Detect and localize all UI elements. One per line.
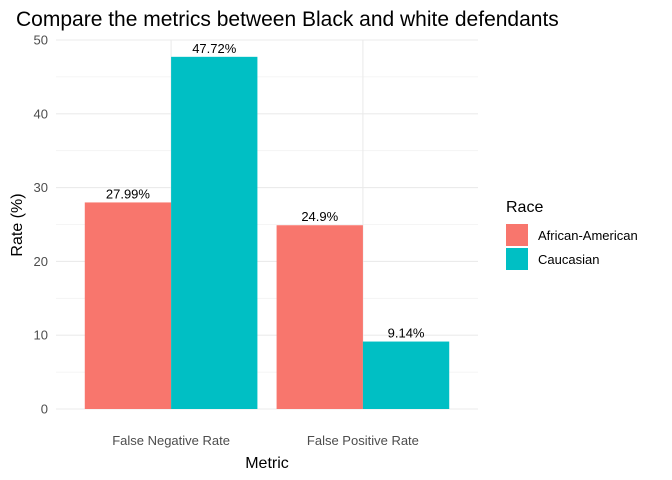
data-label: 9.14% — [388, 326, 425, 341]
legend: Race African-American Caucasian — [506, 199, 638, 270]
y-tick-label: 30 — [34, 180, 48, 195]
legend-label: Caucasian — [538, 252, 599, 267]
x-tick-label: False Negative Rate — [112, 433, 230, 448]
x-axis-ticks: False Negative Rate False Positive Rate — [112, 433, 419, 448]
y-axis-title: Rate (%) — [9, 193, 26, 256]
legend-swatch — [506, 248, 528, 270]
legend-title: Race — [506, 199, 543, 216]
bar — [84, 202, 172, 409]
x-tick-label: False Positive Rate — [307, 433, 419, 448]
legend-swatch — [506, 224, 528, 246]
data-label: 27.99% — [106, 186, 151, 201]
y-axis-ticks: 0 10 20 30 40 50 — [34, 33, 48, 417]
bar — [276, 225, 363, 409]
y-tick-label: 10 — [34, 328, 48, 343]
data-label: 47.72% — [192, 41, 237, 56]
x-axis-title: Metric — [245, 455, 289, 472]
bar — [171, 56, 258, 409]
bar — [362, 341, 450, 409]
legend-label: African-American — [538, 228, 638, 243]
y-tick-label: 20 — [34, 254, 48, 269]
chart-title: Compare the metrics between Black and wh… — [16, 8, 559, 31]
y-tick-label: 40 — [34, 106, 48, 121]
y-tick-label: 50 — [34, 33, 48, 48]
bars — [84, 56, 450, 409]
data-labels: 27.99% 24.9% 47.72% 9.14% — [106, 41, 425, 341]
data-label: 24.9% — [301, 209, 338, 224]
y-tick-label: 0 — [41, 402, 48, 417]
